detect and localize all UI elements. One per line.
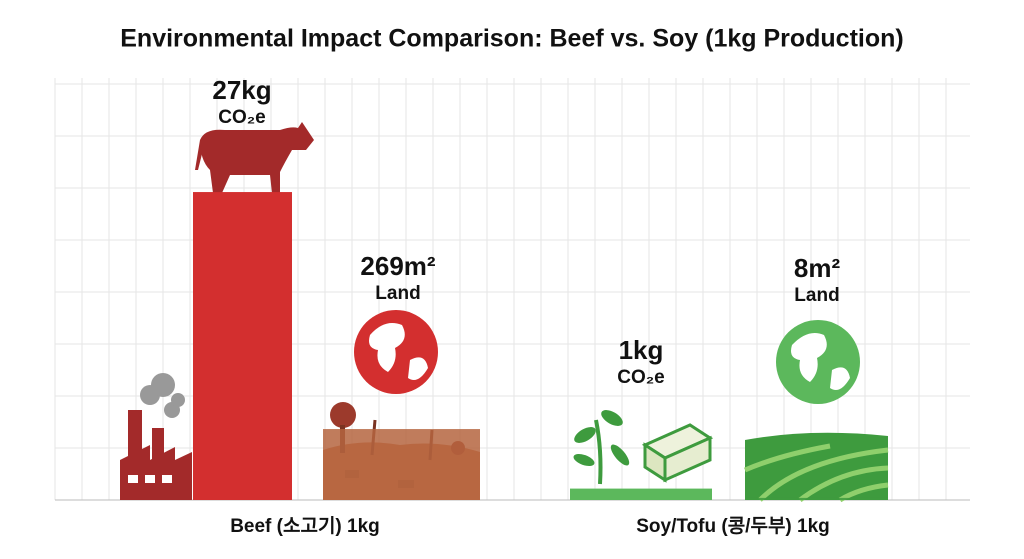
bar [323, 429, 480, 500]
plant-icon [573, 410, 630, 485]
globe-icon-red [354, 310, 438, 394]
series-label: CO₂e [218, 107, 266, 128]
chart-title: Environmental Impact Comparison: Beef vs… [120, 25, 903, 53]
x-tick-label: Soy/Tofu (콩/두부) 1kg [636, 515, 830, 537]
bar [570, 488, 712, 500]
series-label: Land [375, 283, 420, 304]
value-label: 27kg [212, 75, 271, 105]
value-label: 1kg [619, 335, 664, 365]
field-icon [744, 432, 889, 503]
globe-icon-green [776, 320, 860, 404]
x-tick-label: Beef (소고기) 1kg [230, 515, 380, 537]
bar [745, 497, 888, 500]
series-label: Land [794, 285, 839, 306]
value-label: 269m² [360, 251, 435, 281]
cow-icon [195, 122, 314, 193]
value-label: 8m² [794, 253, 841, 283]
tofu-icon [641, 423, 714, 483]
factory-icon [120, 373, 192, 500]
series-label: CO₂e [617, 367, 665, 388]
bar [193, 192, 292, 500]
